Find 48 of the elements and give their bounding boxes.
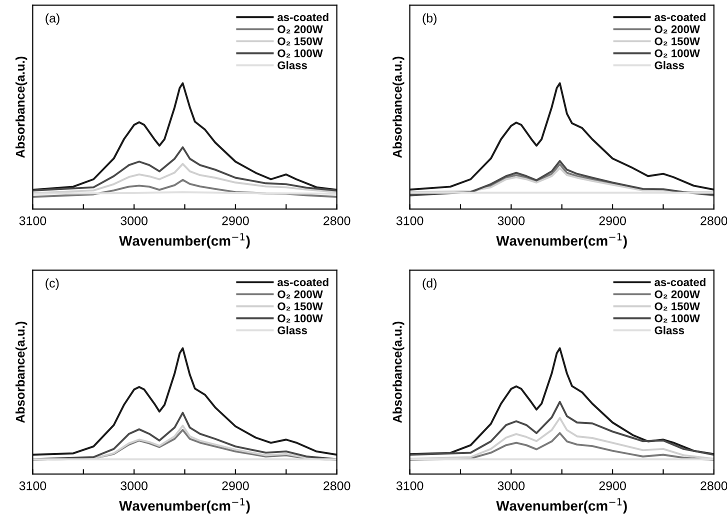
x-tick-label: 3000	[498, 216, 525, 226]
x-tick-label: 3100	[396, 481, 424, 490]
x-tick-label: 3100	[19, 481, 46, 490]
legend-label: O₂ 100W	[278, 314, 323, 322]
legend-label: O₂ 200W	[654, 290, 700, 298]
legend-label: O₂ 150W	[278, 302, 323, 310]
legend-label: Glass	[278, 61, 307, 70]
legend-label: as-coated	[654, 278, 706, 286]
legend-label: Glass	[278, 326, 307, 334]
x-tick-label: 3100	[19, 216, 46, 226]
x-tick-label: 2900	[222, 216, 249, 226]
legend-label: O₂ 200W	[278, 25, 323, 34]
legend-label: as-coated	[654, 12, 706, 22]
legend-label: O₂ 150W	[654, 37, 700, 46]
x-tick-label: 2800	[700, 216, 727, 226]
x-tick-label: 3000	[498, 481, 525, 490]
legend-label: as-coated	[278, 12, 328, 22]
x-tick-label: 2800	[700, 481, 727, 490]
legend-label: O₂ 200W	[654, 25, 700, 34]
text: (b)	[422, 13, 436, 26]
x-tick-label: 3100	[396, 216, 424, 226]
text: (d)	[422, 278, 436, 290]
y-axis-title: Absorbance(a.u.)	[16, 56, 28, 158]
legend-label: O₂ 150W	[654, 302, 700, 310]
legend-label: O₂ 150W	[278, 37, 323, 46]
text: (a)	[46, 13, 60, 26]
legend-label: O₂ 100W	[278, 49, 323, 58]
x-axis-title: Wavenumber(cm$^{−1}$)	[119, 498, 250, 514]
text: (c)	[46, 278, 59, 290]
x-tick-label: 2800	[324, 481, 350, 490]
x-tick-label: 2800	[324, 216, 350, 226]
legend-label: O₂ 100W	[654, 49, 700, 58]
y-axis-title: Absorbance(a.u.)	[392, 322, 404, 423]
y-axis-title: Absorbance(a.u.)	[16, 322, 28, 423]
x-tick-label: 2900	[599, 481, 626, 490]
x-axis-title: Wavenumber(cm$^{−1}$)	[496, 498, 627, 514]
x-tick-label: 2900	[599, 216, 626, 226]
legend-label: Glass	[654, 326, 684, 334]
legend-label: O₂ 200W	[278, 290, 323, 298]
y-axis-title: Absorbance(a.u.)	[392, 56, 404, 158]
legend-label: as-coated	[278, 278, 328, 286]
x-tick-label: 3000	[120, 216, 148, 226]
legend-label: Glass	[654, 61, 684, 70]
x-axis-title: Wavenumber(cm$^{−1}$)	[119, 233, 250, 249]
x-tick-label: 3000	[120, 481, 148, 490]
x-axis-title: Wavenumber(cm$^{−1}$)	[496, 233, 627, 249]
x-tick-label: 2900	[222, 481, 249, 490]
legend-label: O₂ 100W	[654, 314, 700, 322]
